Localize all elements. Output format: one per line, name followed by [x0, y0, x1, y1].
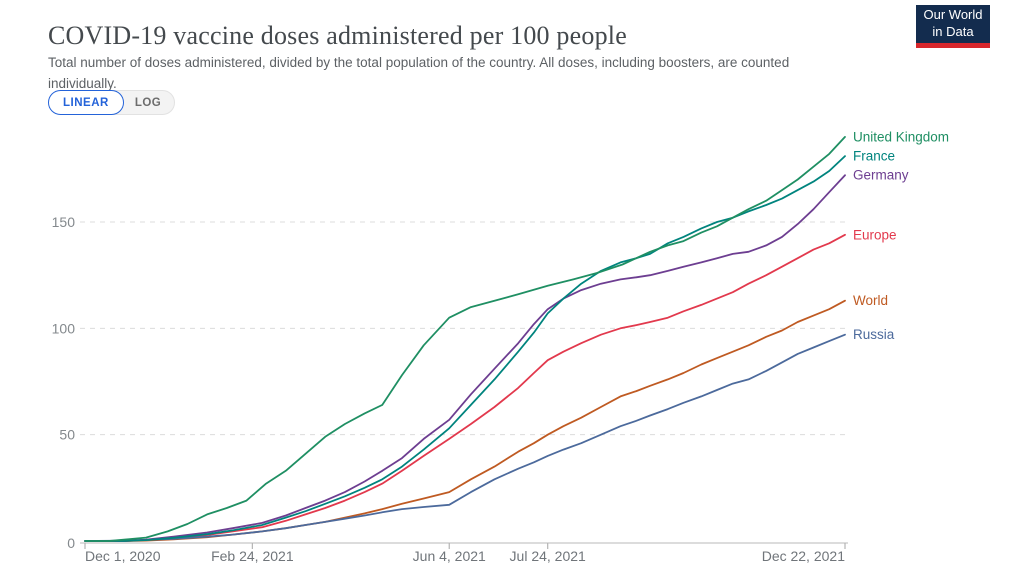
y-axis-label-50: 50 [59, 427, 75, 443]
y-axis-label-100: 100 [52, 320, 76, 336]
series-line-united-kingdom[interactable] [84, 135, 846, 542]
series-label-france[interactable]: France [853, 149, 895, 164]
series-label-germany[interactable]: Germany [853, 168, 909, 183]
series-label-russia[interactable]: Russia [853, 327, 895, 342]
x-axis-label-0: Dec 1, 2020 [85, 548, 161, 564]
y-axis-label-150: 150 [52, 214, 76, 230]
y-axis-label-0: 0 [67, 535, 75, 551]
page-subtitle: Total number of doses administered, divi… [48, 54, 790, 92]
series-line-russia[interactable] [84, 333, 846, 542]
scale-toggle: LINEAR LOG [48, 90, 176, 115]
series-label-europe[interactable]: Europe [853, 227, 897, 242]
owid-logo-text: Our World in Data [916, 5, 990, 43]
x-axis-label-3: Jul 24, 2021 [510, 548, 586, 564]
owid-logo-line2: in Data [932, 24, 974, 39]
series-line-france[interactable] [84, 155, 846, 542]
series-line-europe[interactable] [84, 233, 846, 542]
owid-logo-line1: Our World [923, 7, 983, 23]
series-label-world[interactable]: World [853, 293, 888, 308]
page-title: COVID-19 vaccine doses administered per … [48, 21, 627, 51]
x-axis-label-1: Feb 24, 2021 [211, 548, 294, 564]
owid-logo-bar [916, 43, 990, 48]
linear-scale-button[interactable]: LINEAR [48, 90, 124, 115]
series-line-germany[interactable] [84, 174, 846, 542]
owid-logo: Our World in Data [916, 5, 990, 48]
series-line-world[interactable] [84, 299, 846, 542]
x-axis-label-2: Jun 4, 2021 [413, 548, 486, 564]
x-axis-label-4: Dec 22, 2021 [762, 548, 845, 564]
series-label-united-kingdom[interactable]: United Kingdom [853, 129, 949, 144]
